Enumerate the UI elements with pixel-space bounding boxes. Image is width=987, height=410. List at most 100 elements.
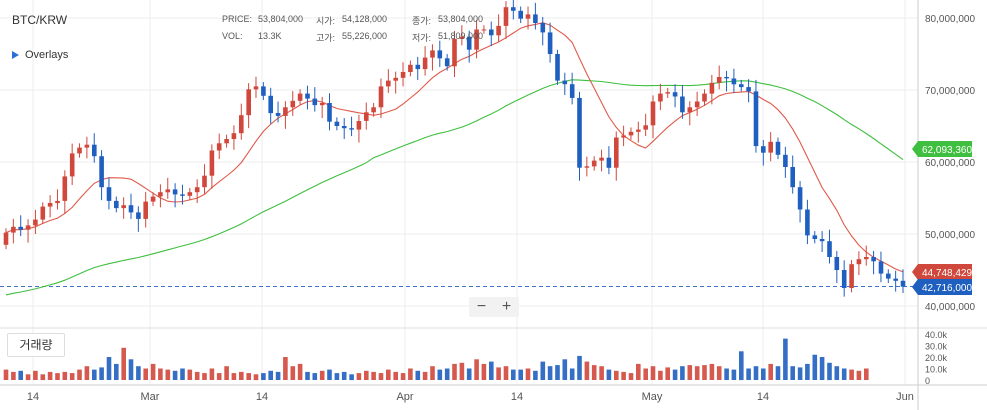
volume-bar: [577, 355, 582, 380]
candle-body: [511, 7, 516, 11]
candle-body: [599, 157, 604, 161]
volume-bar: [452, 363, 457, 380]
candle-body: [761, 146, 766, 153]
candle-body: [591, 160, 597, 167]
candle-body: [768, 141, 773, 153]
volume-bar: [40, 374, 46, 381]
candle-body: [650, 101, 656, 126]
volume-bar: [334, 373, 340, 380]
volume-bar: [55, 373, 60, 380]
last-price-tag-text: 42,716,000: [922, 283, 972, 294]
volume-bar: [216, 373, 222, 380]
candle-body: [121, 205, 126, 209]
price-value: 53,804,000: [258, 14, 304, 24]
volume-bar: [805, 363, 810, 380]
volume-bar: [319, 370, 325, 380]
candle-body: [775, 141, 781, 155]
candle-body: [841, 270, 847, 288]
x-tick-label: May: [642, 391, 663, 403]
candle-body: [481, 29, 487, 31]
volume-bar: [371, 371, 376, 380]
volume-bar: [489, 361, 494, 380]
overlays-toggle[interactable]: Overlays: [12, 49, 68, 61]
candle-body: [753, 91, 759, 147]
ma-short-price-tag-bg: [912, 264, 972, 280]
volume-bar: [753, 366, 759, 380]
volume-bar: [386, 369, 391, 380]
candle-body: [709, 82, 715, 94]
volume-bar: [77, 369, 82, 380]
overlays-label: Overlays: [25, 49, 69, 61]
volume-bar: [790, 366, 795, 380]
candle-body: [275, 113, 281, 116]
y-tick-label: 80,000,000: [925, 14, 975, 25]
candle-body: [805, 209, 810, 236]
volume-bar: [114, 363, 119, 380]
price-label: PRICE:: [222, 14, 253, 24]
candle-body: [716, 77, 722, 83]
candle-body: [540, 23, 546, 33]
volume-bar: [25, 374, 31, 381]
volume-bar: [349, 374, 354, 381]
candle-body: [864, 257, 869, 260]
volume-bar: [643, 368, 648, 380]
volume-bar: [400, 373, 406, 380]
candle-body: [334, 121, 340, 126]
candle-body: [658, 93, 663, 102]
volume-bar: [422, 371, 428, 380]
volume-bar: [672, 369, 678, 380]
candle-body: [246, 89, 251, 116]
volume-bars: [3, 338, 869, 381]
symbol-title: BTC/KRW: [12, 13, 68, 27]
volume-bar: [533, 370, 538, 380]
candle-body: [69, 153, 75, 177]
candle-body: [783, 154, 788, 167]
candle-body: [680, 96, 685, 113]
y-tick-label: 70,000,000: [925, 86, 975, 97]
volume-bar: [783, 338, 788, 380]
candle-body: [77, 147, 82, 154]
x-tick-label: Mar: [141, 391, 160, 403]
volume-bar: [459, 362, 465, 381]
volume-bar: [481, 363, 487, 380]
zoom-in-button[interactable]: +: [501, 298, 512, 315]
candle-body: [327, 103, 332, 122]
candle-body: [25, 225, 31, 230]
zoom-controls: − +: [469, 297, 519, 317]
candle-body: [466, 36, 472, 50]
volume-bar: [716, 366, 722, 380]
candle-body: [444, 58, 450, 67]
candle-body: [40, 206, 46, 220]
volume-bar: [466, 368, 472, 380]
volume-bar: [628, 373, 634, 380]
candle-body: [216, 143, 222, 151]
ma-short-price-tag: 44,748,429: [912, 264, 972, 280]
candle-body: [871, 257, 876, 262]
candle-body: [547, 32, 553, 54]
volume-bar: [591, 365, 597, 380]
candle-body: [827, 241, 832, 257]
candle-body: [11, 226, 16, 233]
candle-body: [99, 156, 104, 188]
volume-tick-label: 40.0k: [925, 330, 948, 340]
volume-bar: [834, 366, 840, 380]
x-tick-label: 14: [511, 391, 523, 403]
candle-body: [114, 200, 119, 209]
candle-body: [621, 135, 626, 138]
candle-body: [452, 38, 457, 67]
candle-body: [525, 14, 531, 19]
volume-bar: [11, 371, 16, 380]
volume-bar: [444, 368, 450, 380]
volume-bar: [680, 366, 685, 380]
volume-tick-label: 10.0k: [925, 365, 948, 375]
zoom-out-button[interactable]: −: [476, 298, 487, 315]
volume-bar: [231, 373, 237, 380]
candle-body: [180, 194, 185, 196]
y-tick-label: 40,000,000: [925, 302, 975, 313]
volume-bar: [33, 370, 38, 380]
candle-body: [253, 86, 259, 90]
candle-body: [555, 54, 560, 81]
volume-toggle-button[interactable]: 거래량: [7, 333, 65, 357]
candle-body: [731, 78, 737, 85]
